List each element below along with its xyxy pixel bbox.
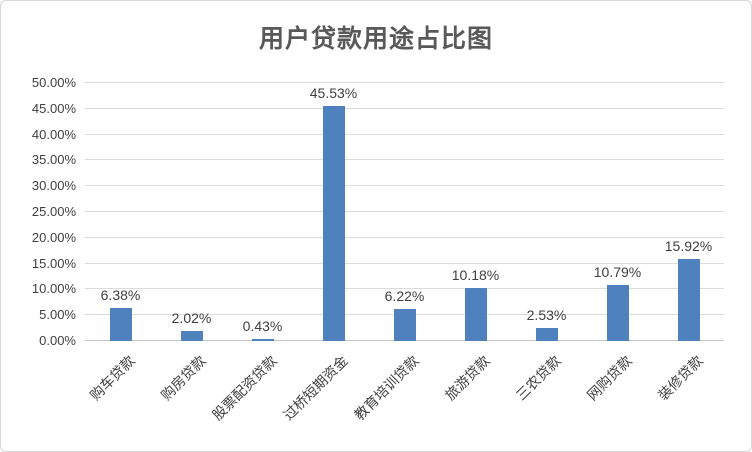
x-category-label: 旅游贷款 (441, 352, 493, 404)
gridline (85, 159, 724, 161)
y-tick-label: 15.00% (31, 255, 76, 271)
x-category-label: 教育培训贷款 (350, 352, 422, 424)
bar-value-label: 10.18% (451, 267, 500, 284)
gridline (85, 288, 724, 290)
bar (464, 288, 487, 341)
chart-title: 用户贷款用途占比图 (258, 25, 493, 53)
bar (393, 308, 416, 341)
gridline (85, 211, 724, 212)
bar-value-label: 6.22% (384, 287, 425, 304)
bar (180, 330, 203, 341)
x-category-label: 过桥短期资金 (279, 352, 351, 424)
x-category-label: 股票配资贷款 (208, 352, 280, 424)
gridline (85, 107, 724, 109)
gridline (85, 236, 724, 238)
y-tick-label: 40.00% (31, 126, 76, 142)
bar (606, 285, 629, 341)
gridline (85, 133, 724, 135)
y-tick-label: 5.00% (39, 307, 76, 323)
gridline (85, 262, 724, 264)
y-tick-label: 20.00% (31, 229, 76, 245)
bar-value-label: 2.53% (526, 306, 567, 323)
x-category-label: 装修贷款 (654, 352, 706, 404)
x-category-label: 购房贷款 (157, 352, 209, 404)
bar-value-label: 15.92% (664, 237, 713, 254)
bar (109, 308, 132, 341)
gridline (85, 82, 724, 83)
gridline (85, 185, 724, 187)
y-tick-label: 25.00% (31, 204, 76, 219)
bar-value-label: 2.02% (171, 309, 212, 326)
bar-value-label: 0.43% (242, 317, 283, 334)
bar-value-label: 45.53% (309, 85, 358, 102)
bar (677, 258, 700, 341)
x-category-label: 购车贷款 (86, 352, 138, 404)
y-tick-label: 30.00% (31, 178, 76, 194)
x-category-label: 网购贷款 (583, 352, 635, 404)
bar-value-label: 10.79% (593, 264, 642, 281)
bar (322, 106, 345, 341)
y-tick-label: 10.00% (31, 281, 76, 297)
y-tick-label: 0.00% (39, 333, 76, 348)
y-tick-label: 45.00% (31, 100, 76, 116)
y-tick-label: 35.00% (31, 152, 76, 168)
y-tick-label: 50.00% (31, 75, 76, 90)
bar (535, 327, 558, 341)
x-category-label: 三农贷款 (512, 352, 564, 404)
plot-area: 6.38% 2.02% 0.43% 45.53% 6.22% 10.18% 2.53% 10.… (85, 82, 724, 341)
bar-value-label: 6.38% (100, 287, 141, 304)
bar (251, 338, 274, 341)
